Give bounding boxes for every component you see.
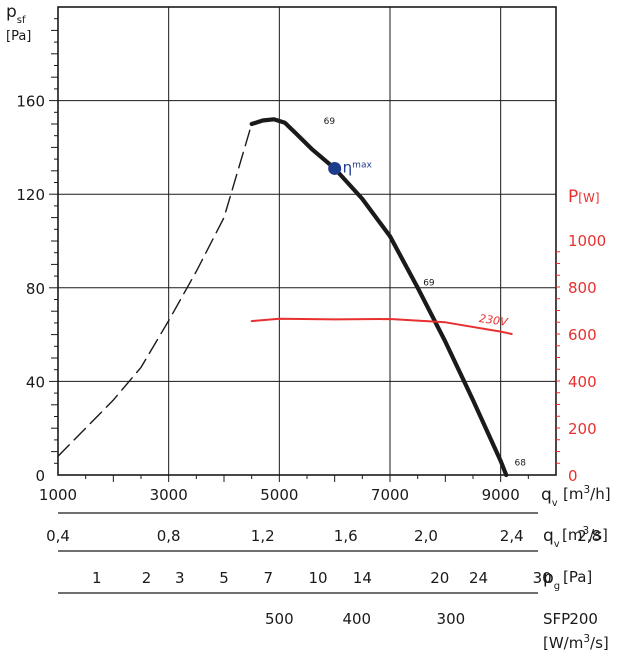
y2-tick-label: 200 — [568, 420, 597, 438]
voltage-label: 230V — [478, 312, 510, 329]
scale-tick-label: 2,0 — [414, 527, 438, 545]
eta-max-point — [328, 161, 342, 175]
x-tick-label: 3000 — [150, 486, 188, 504]
power-curve — [250, 317, 513, 335]
scale-tick-label: 7 — [263, 569, 273, 587]
x-tick-label: 1000 — [39, 486, 77, 504]
scale-tick-label: 30 — [533, 569, 552, 587]
plot-frame — [57, 6, 557, 476]
scale-tick-label: 2 — [142, 569, 152, 587]
scale-tick-label: 1,2 — [251, 527, 275, 545]
scale-tick-label: 300 — [437, 610, 466, 628]
y2-tick-label: 0 — [568, 467, 578, 485]
y-tick-label: 160 — [16, 93, 45, 111]
scale-symbol: qv — [543, 526, 560, 550]
chart-labels: psf [Pa] 0 40 80 120 160 1000 3000 5000 7000 9000 0 2… — [6, 2, 611, 509]
sound-level-label: 69 — [324, 117, 336, 127]
plot-border — [57, 6, 557, 476]
y2-tick-label: 400 — [568, 373, 597, 391]
sound-level-label: 68 — [515, 459, 527, 469]
chart-grid — [58, 6, 556, 475]
y-tick-label: 0 — [35, 467, 45, 485]
y-tick-label: 40 — [26, 373, 45, 391]
scale-unit: [Pa] — [563, 568, 592, 586]
scale-tick-label: 24 — [469, 569, 488, 587]
scale-tick-label: 3 — [175, 569, 185, 587]
sound-level-label: 69 — [423, 278, 435, 288]
x-tick-label: 5000 — [260, 486, 298, 504]
scale-tick-label: 1 — [92, 569, 102, 587]
x-tick-label: 7000 — [371, 486, 409, 504]
scale-unit: [W/m3/s] — [543, 633, 609, 652]
scale-tick-label: 20 — [430, 569, 449, 587]
y2-tick-label: 800 — [568, 279, 597, 297]
secondary-scales: 0,4 0,8 1,2 1,6 2,0 2,4 2,8 qv [m3/s] 1 2 3 5 7 10 14 20… — [46, 512, 609, 652]
scale-tick-label: 5 — [219, 569, 229, 587]
y2-tick-label: 1000 — [568, 232, 606, 250]
pressure-stall-curve — [57, 123, 253, 457]
scale-tick-label: 2,8 — [577, 527, 601, 545]
scale-symbol: pg — [543, 568, 560, 592]
scale-tick-label: 14 — [353, 569, 372, 587]
y-tick-label: 80 — [26, 280, 45, 298]
scale-tick-label: 2,4 — [500, 527, 524, 545]
scale-tick-label: 1,6 — [334, 527, 358, 545]
scale-tick-label: 10 — [309, 569, 328, 587]
y-axis-unit: [Pa] — [6, 29, 31, 44]
y-tick-label: 120 — [16, 186, 45, 204]
x-tick-label: 9000 — [482, 486, 520, 504]
y-axis-title: psf — [6, 2, 26, 26]
scale-unit: [m3/s] — [562, 525, 608, 544]
pressure-curve — [249, 117, 509, 478]
scale-symbol: SFP — [543, 610, 570, 628]
eta-max-label: ηmax — [343, 158, 373, 176]
y2-axis-title: P[W] — [568, 187, 600, 207]
axis-ticks — [49, 18, 560, 482]
scale-tick-label: 400 — [342, 610, 371, 628]
scale-tick-label: 0,4 — [46, 527, 70, 545]
scale-tick-label: 500 — [265, 610, 294, 628]
x-axis-symbol: qv — [541, 485, 558, 509]
scale-tick-label: 200 — [569, 610, 598, 628]
scale-tick-label: 0,8 — [157, 527, 181, 545]
chart-series: ηmax — [57, 117, 513, 478]
y2-tick-label: 600 — [568, 326, 597, 344]
x-axis-unit: [m3/h] — [563, 484, 611, 503]
